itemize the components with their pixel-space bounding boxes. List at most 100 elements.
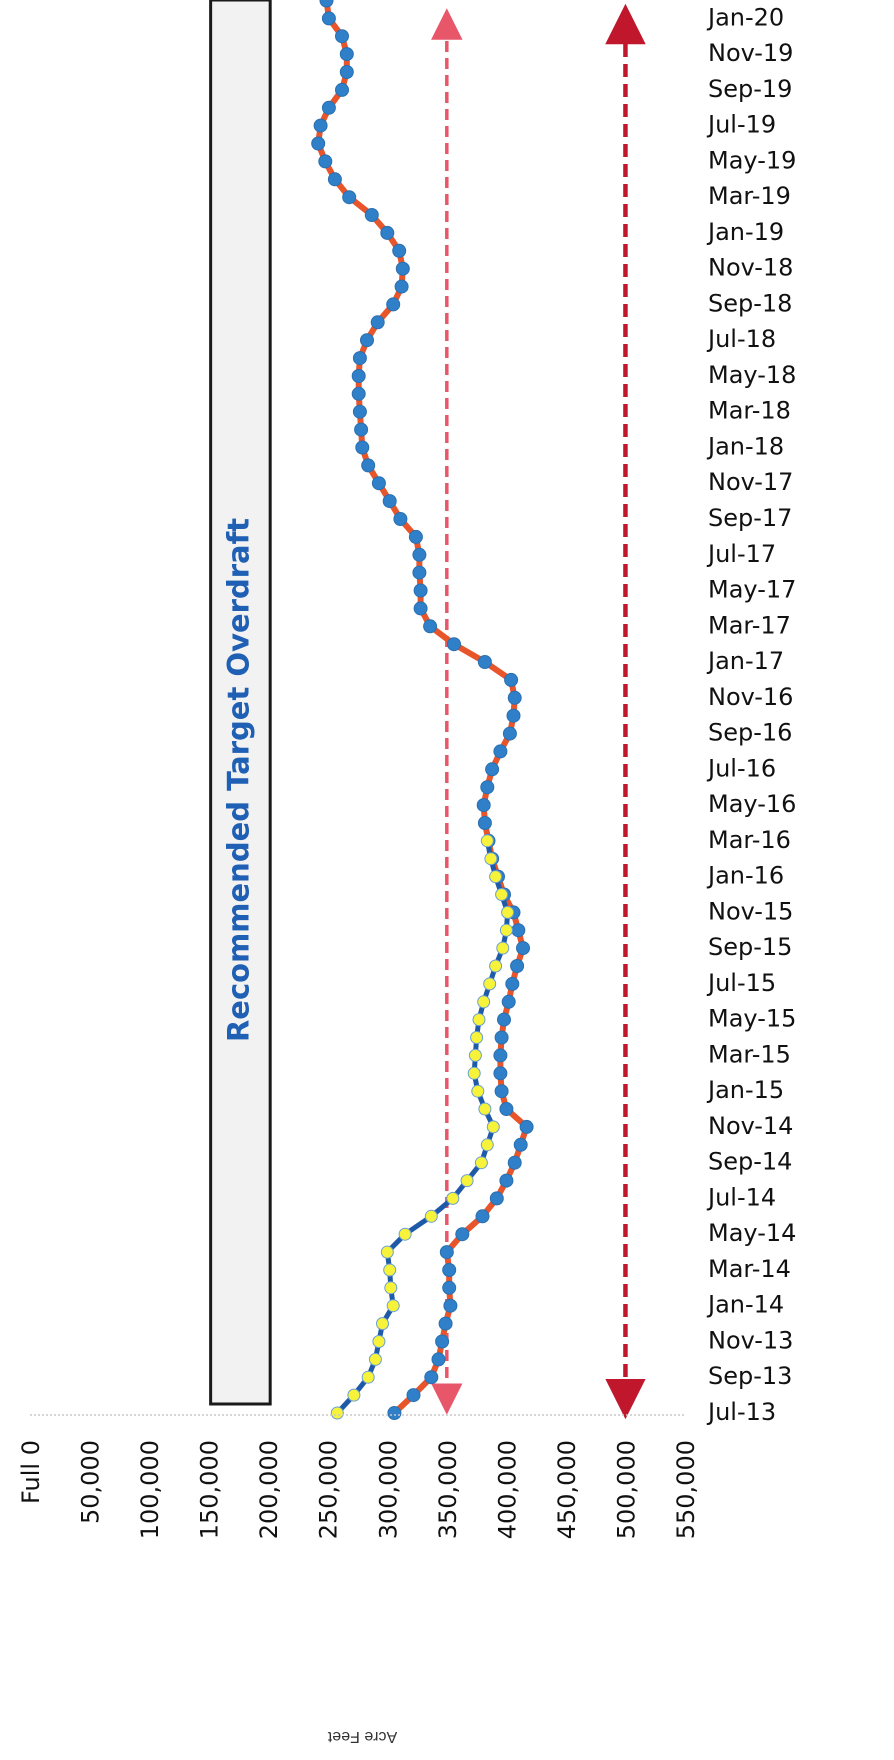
- series-1-point: [520, 1120, 533, 1133]
- series-1-point: [494, 1067, 507, 1080]
- date-tick-label: Sep-14: [708, 1148, 792, 1176]
- series-1-point: [340, 48, 353, 61]
- series-1-point: [387, 298, 400, 311]
- series-2-point: [490, 960, 502, 972]
- series-1-point: [494, 1049, 507, 1062]
- date-tick-label: Jul-19: [706, 111, 776, 139]
- series-1-point: [365, 209, 378, 222]
- series-2-point: [490, 871, 502, 883]
- series-1-point: [443, 1281, 456, 1294]
- series-1-point: [503, 727, 516, 740]
- value-tick-label: 450,000: [553, 1440, 581, 1539]
- date-tick-label: Sep-16: [708, 719, 792, 747]
- series-1-point: [517, 942, 530, 955]
- series-1-point: [395, 280, 408, 293]
- series-2-point: [485, 853, 497, 865]
- date-tick-label: Jan-19: [706, 218, 784, 246]
- series-1-point: [381, 226, 394, 239]
- series-1-point: [425, 1371, 438, 1384]
- series-1-point: [514, 1138, 527, 1151]
- value-tick-label: 50,000: [77, 1440, 105, 1524]
- date-tick-label: Mar-18: [708, 397, 791, 425]
- series-1-point: [432, 1353, 445, 1366]
- series-1-point: [388, 1407, 401, 1420]
- series-1-point: [352, 387, 365, 400]
- series-1-point: [407, 1389, 420, 1402]
- series-1-point: [476, 1210, 489, 1223]
- series-2-point: [385, 1282, 397, 1294]
- series-1-point: [508, 691, 521, 704]
- date-tick-label: Jul-15: [706, 969, 776, 997]
- date-tick-label: Nov-16: [708, 683, 793, 711]
- value-tick-label: 350,000: [434, 1440, 462, 1539]
- series-1-point: [511, 960, 524, 973]
- value-tick-label: 100,000: [136, 1440, 164, 1539]
- series-2-point: [387, 1300, 399, 1312]
- series-2-point: [373, 1336, 385, 1348]
- series-1-point: [413, 548, 426, 561]
- series-1-point: [314, 119, 327, 132]
- series-1-point: [352, 370, 365, 383]
- series-1-point: [490, 1192, 503, 1205]
- series-1-point: [502, 995, 515, 1008]
- series-1-point: [495, 1085, 508, 1098]
- date-tick-label: Mar-15: [708, 1040, 791, 1068]
- series-2-point: [384, 1264, 396, 1276]
- series-1-point: [414, 584, 427, 597]
- date-tick-label: Jan-18: [706, 432, 784, 460]
- series-2-point: [369, 1353, 381, 1365]
- series-1-point: [477, 799, 490, 812]
- date-tick-label: May-18: [708, 361, 796, 389]
- date-tick-label: Jan-17: [706, 647, 784, 675]
- target-overdraft-label: Recommended Target Overdraft: [221, 518, 255, 1042]
- date-tick-label: Jan-15: [706, 1076, 784, 1104]
- series-2-point: [331, 1407, 343, 1419]
- value-tick-label: Full 0: [17, 1440, 45, 1504]
- series-1-point: [444, 1299, 457, 1312]
- value-tick-label: 400,000: [493, 1440, 521, 1539]
- series-1-point: [362, 459, 375, 472]
- value-tick-label: 250,000: [315, 1440, 343, 1539]
- date-tick-label: May-16: [708, 790, 796, 818]
- series-2-point: [479, 1103, 491, 1115]
- series-1-point: [440, 1246, 453, 1259]
- series-2-point: [496, 889, 508, 901]
- series-2-point: [362, 1371, 374, 1383]
- series-2-point: [399, 1228, 411, 1240]
- series-2-point: [425, 1210, 437, 1222]
- series-2-point: [481, 1139, 493, 1151]
- series-2-point: [478, 996, 490, 1008]
- series-1-point: [443, 1264, 456, 1277]
- date-tick-label: Sep-18: [708, 289, 792, 317]
- series-1-point: [343, 191, 356, 204]
- date-tick-label: Jan-14: [706, 1291, 784, 1319]
- series-2-line: [337, 841, 507, 1413]
- series-2-point: [472, 1085, 484, 1097]
- series-2-point: [469, 1049, 481, 1061]
- series-1-point: [322, 12, 335, 25]
- date-tick-label: May-14: [708, 1219, 796, 1247]
- date-tick-label: Nov-19: [708, 39, 793, 67]
- date-tick-label: Nov-18: [708, 254, 793, 282]
- series-1-point: [500, 1174, 513, 1187]
- series-2-point: [447, 1192, 459, 1204]
- series-2-point: [377, 1318, 389, 1330]
- series-1-point: [507, 709, 520, 722]
- series-1-point: [336, 30, 349, 43]
- series-1-point: [353, 352, 366, 365]
- date-tick-label: Nov-15: [708, 897, 793, 925]
- series-2-point: [502, 906, 514, 918]
- value-tick-label: 150,000: [196, 1440, 224, 1539]
- value-axis-title: Acre Feet: [327, 1728, 397, 1745]
- series-1-point: [424, 620, 437, 633]
- series-1-point: [486, 763, 499, 776]
- series-1-point: [320, 0, 333, 7]
- series-2-point: [500, 924, 512, 936]
- series-1-point: [409, 530, 422, 543]
- date-tick-label: Mar-17: [708, 611, 791, 639]
- series-1-point: [498, 1013, 511, 1026]
- value-tick-label: 550,000: [672, 1440, 700, 1539]
- series-1-point: [414, 602, 427, 615]
- value-tick-label: 200,000: [255, 1440, 283, 1539]
